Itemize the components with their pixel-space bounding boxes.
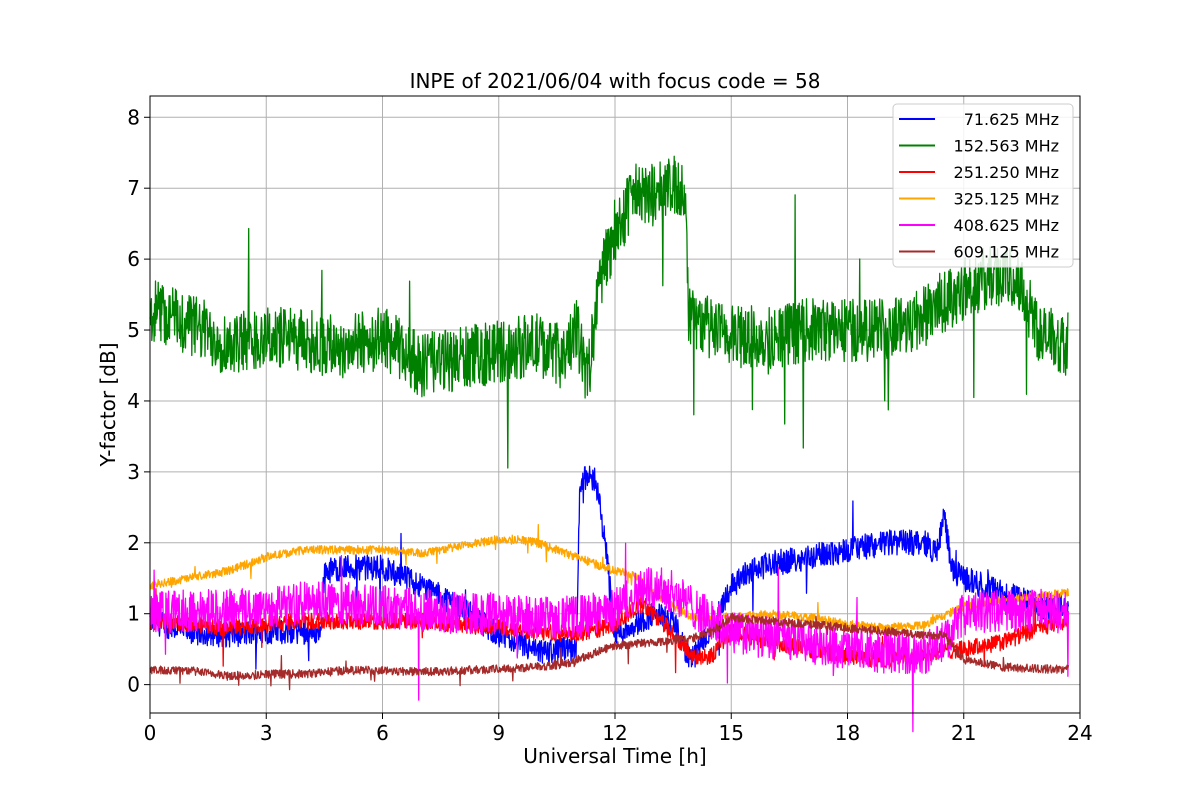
legend-label: 71.625 MHz [964, 110, 1059, 129]
y-axis-label: Y-factor [dB] [96, 342, 120, 467]
x-tick-label: 6 [376, 721, 389, 745]
y-tick-label: 1 [127, 602, 140, 626]
x-tick-label: 12 [602, 721, 627, 745]
x-tick-label: 21 [951, 721, 976, 745]
series-layer [149, 155, 1070, 733]
x-axis: 0 3 6 9 12 15 18 21 24 [144, 713, 1093, 745]
y-tick-label: 7 [127, 176, 140, 200]
legend-label: 408.625 MHz [954, 216, 1059, 235]
y-tick-label: 4 [127, 389, 140, 413]
x-axis-label: Universal Time [h] [523, 744, 706, 768]
x-tick-label: 0 [144, 721, 157, 745]
chart-title: INPE of 2021/06/04 with focus code = 58 [410, 69, 821, 93]
series-line [149, 465, 1070, 670]
series-line [149, 524, 1070, 648]
y-tick-label: 3 [127, 460, 140, 484]
y-tick-label: 5 [127, 318, 140, 342]
x-tick-label: 15 [719, 721, 744, 745]
x-tick-label: 9 [492, 721, 505, 745]
legend: 71.625 MHz 152.563 MHz 251.250 MHz 325.125 … [892, 103, 1074, 268]
legend-box [892, 103, 1074, 268]
y-axis: 0 1 2 3 4 5 6 7 8 [127, 105, 150, 697]
y-tick-label: 6 [127, 247, 140, 271]
y-tick-label: 8 [127, 105, 140, 129]
y-tick-label: 0 [127, 673, 140, 697]
series-line [149, 155, 1069, 469]
series-line [149, 612, 1070, 691]
x-tick-label: 24 [1067, 721, 1092, 745]
series-line [149, 542, 1070, 733]
x-tick-label: 18 [835, 721, 860, 745]
x-tick-label: 3 [260, 721, 273, 745]
y-tick-label: 2 [127, 531, 140, 555]
legend-label: 325.125 MHz [954, 190, 1059, 209]
legend-label: 609.125 MHz [954, 243, 1059, 262]
legend-label: 152.563 MHz [954, 137, 1059, 156]
legend-label: 251.250 MHz [954, 163, 1059, 182]
